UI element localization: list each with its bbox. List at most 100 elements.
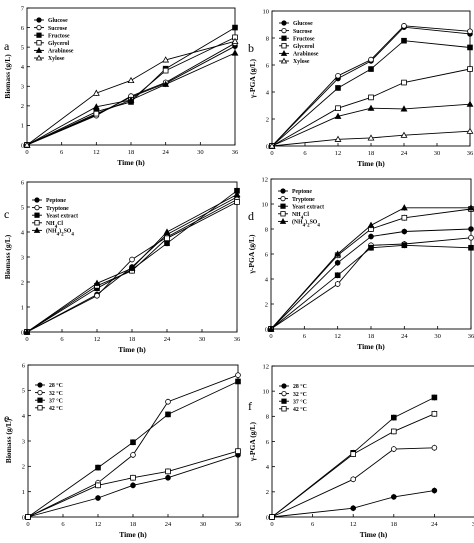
data-point xyxy=(431,411,438,417)
data-point xyxy=(95,482,101,489)
y-tick-label: 2 xyxy=(21,103,24,110)
legend-label: Glucose xyxy=(48,18,68,24)
series-2 xyxy=(269,37,473,149)
series-line xyxy=(271,447,435,518)
data-point xyxy=(92,103,100,110)
legend-label: Yeast extract xyxy=(292,204,324,210)
data-point xyxy=(350,451,356,457)
x-tick-label: 18 xyxy=(128,149,135,156)
legend-marker xyxy=(37,389,43,396)
data-point xyxy=(334,259,341,266)
x-tick-label: 12 xyxy=(95,521,102,528)
data-point xyxy=(334,272,341,279)
x-tick-label: 36 xyxy=(468,333,474,340)
data-point xyxy=(400,105,408,112)
y-tick-label: 5 xyxy=(22,388,25,395)
legend-label: Glucose xyxy=(293,21,313,27)
data-point xyxy=(94,292,100,299)
y-tick-label: 12 xyxy=(263,363,270,370)
panel-label: d xyxy=(248,209,254,223)
legend-marker xyxy=(280,196,286,202)
y-axis-title: Biomass (g/L) xyxy=(3,234,12,279)
legend-marker xyxy=(281,27,287,34)
x-tick-label: 12 xyxy=(350,521,357,528)
x-tick-label: 12 xyxy=(94,336,101,343)
legend-marker xyxy=(281,43,287,49)
series-2 xyxy=(268,242,474,332)
legend-label: Xylose xyxy=(293,59,310,65)
x-tick-label: 6 xyxy=(303,333,307,340)
data-point xyxy=(162,67,169,74)
series-line xyxy=(270,237,472,330)
x-tick-label: 30 xyxy=(434,150,441,157)
legend-marker xyxy=(37,405,43,411)
legend-marker xyxy=(33,227,41,233)
series-3 xyxy=(25,448,241,520)
legend: 28 °C32 °C37 °C42 °C xyxy=(279,383,307,413)
data-point xyxy=(367,221,375,228)
series-3 xyxy=(269,410,438,520)
y-axis-title: Biomass (g/L) xyxy=(3,54,12,99)
y-tick-label: 10 xyxy=(262,201,269,208)
data-point xyxy=(401,79,407,86)
x-tick-label: 36 xyxy=(467,150,474,157)
x-tick-label: 0 xyxy=(270,521,273,528)
data-point xyxy=(466,100,474,107)
data-point xyxy=(128,264,136,271)
y-tick-label: 4 xyxy=(266,89,270,96)
x-tick-label: 24 xyxy=(401,333,408,340)
data-point xyxy=(162,56,170,63)
data-point xyxy=(130,482,136,489)
y-tick-label: 0 xyxy=(266,143,269,150)
x-axis-title: Time (h) xyxy=(119,530,147,539)
data-point xyxy=(334,135,342,142)
x-tick-label: 0 xyxy=(269,333,272,340)
legend-marker xyxy=(280,57,288,64)
data-point xyxy=(401,37,407,44)
x-tick-label: 6 xyxy=(60,149,64,156)
legend-marker xyxy=(280,50,288,56)
legend-marker xyxy=(36,40,42,46)
series-5 xyxy=(23,37,239,148)
x-tick-label: 0 xyxy=(270,150,273,157)
legend-marker xyxy=(36,17,42,23)
y-tick-label: 4 xyxy=(266,464,270,471)
y-tick-label: 3 xyxy=(21,84,24,91)
data-point xyxy=(92,89,100,96)
x-tick-label: 0 xyxy=(25,336,28,343)
data-point xyxy=(401,23,407,29)
legend-label: 28 °C xyxy=(293,383,307,390)
y-tick-label: 12 xyxy=(262,176,269,183)
data-point xyxy=(401,242,408,249)
legend-label: 37 °C xyxy=(293,398,307,405)
legend-marker xyxy=(37,382,43,388)
legend-marker xyxy=(280,188,286,194)
legend-marker xyxy=(281,398,287,404)
y-tick-label: 4 xyxy=(21,229,25,236)
data-point xyxy=(127,96,135,103)
legend-label: Fructose xyxy=(293,36,315,42)
legend: 28 °C32 °C37 °C42 °C xyxy=(35,382,63,412)
series-4 xyxy=(268,100,474,149)
data-point xyxy=(93,110,100,117)
y-tick-label: 1 xyxy=(21,304,24,311)
data-point xyxy=(467,66,473,72)
legend-marker xyxy=(281,406,287,412)
x-tick-label: 36 xyxy=(235,521,242,528)
y-tick-label: 2 xyxy=(22,464,25,471)
x-tick-label: 6 xyxy=(311,521,315,528)
legend-marker xyxy=(281,383,287,389)
x-tick-label: 12 xyxy=(335,150,342,157)
data-point xyxy=(401,214,408,221)
data-point xyxy=(235,378,241,385)
data-point xyxy=(269,514,275,520)
y-tick-label: 10 xyxy=(263,388,270,395)
y-tick-label: 0 xyxy=(21,142,24,149)
series-0 xyxy=(25,451,241,520)
legend-marker xyxy=(36,24,42,31)
data-point xyxy=(400,204,408,211)
x-tick-label: 6 xyxy=(61,521,65,528)
